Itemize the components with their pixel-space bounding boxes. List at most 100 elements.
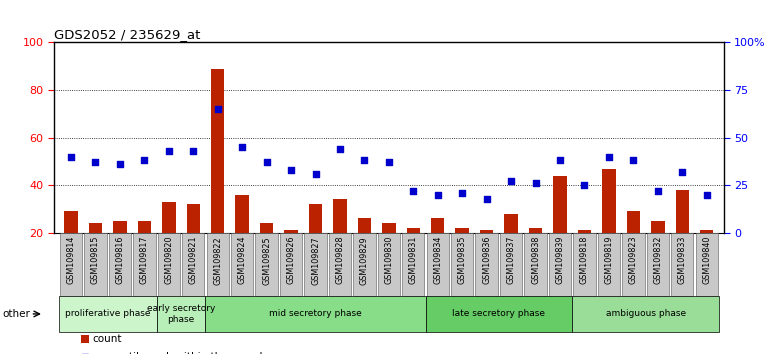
Bar bbox=[158, 233, 180, 296]
Bar bbox=[353, 233, 376, 296]
Text: ambiguous phase: ambiguous phase bbox=[605, 309, 685, 319]
Bar bbox=[524, 233, 547, 296]
Bar bbox=[627, 211, 640, 233]
Point bbox=[138, 158, 150, 163]
Bar bbox=[622, 233, 644, 296]
Bar bbox=[407, 228, 420, 233]
Point bbox=[358, 158, 370, 163]
Point bbox=[432, 192, 444, 198]
Point bbox=[554, 158, 566, 163]
Bar bbox=[695, 233, 718, 296]
Bar bbox=[260, 223, 273, 233]
Bar bbox=[162, 202, 176, 233]
Point bbox=[505, 178, 517, 184]
Point bbox=[628, 158, 640, 163]
Bar bbox=[402, 233, 424, 296]
Text: GSM109840: GSM109840 bbox=[702, 236, 711, 284]
Point bbox=[676, 169, 688, 175]
Point bbox=[530, 181, 542, 186]
Text: GSM109831: GSM109831 bbox=[409, 236, 418, 284]
Bar bbox=[81, 335, 89, 343]
Text: early secretory
phase: early secretory phase bbox=[147, 304, 216, 324]
Bar bbox=[333, 199, 347, 233]
Bar bbox=[426, 296, 572, 332]
Text: GSM109827: GSM109827 bbox=[311, 236, 320, 285]
Bar bbox=[598, 233, 620, 296]
Bar bbox=[64, 211, 78, 233]
Text: GSM109819: GSM109819 bbox=[604, 236, 614, 284]
Text: late secretory phase: late secretory phase bbox=[452, 309, 545, 319]
Point bbox=[480, 196, 493, 201]
Bar bbox=[206, 296, 426, 332]
Bar bbox=[480, 230, 494, 233]
Point bbox=[407, 188, 420, 194]
Bar bbox=[231, 233, 253, 296]
Bar bbox=[256, 233, 278, 296]
Bar bbox=[309, 204, 322, 233]
Bar bbox=[651, 221, 665, 233]
Text: percentile rank within the sample: percentile rank within the sample bbox=[92, 352, 269, 354]
Bar bbox=[529, 228, 542, 233]
Text: GSM109838: GSM109838 bbox=[531, 236, 540, 284]
Bar bbox=[156, 296, 206, 332]
Bar bbox=[549, 233, 571, 296]
Bar bbox=[504, 214, 517, 233]
Point bbox=[187, 148, 199, 154]
Text: GSM109814: GSM109814 bbox=[66, 236, 75, 284]
Bar bbox=[378, 233, 400, 296]
Point bbox=[578, 182, 591, 188]
Text: GSM109824: GSM109824 bbox=[238, 236, 246, 284]
Bar bbox=[182, 233, 204, 296]
Text: GDS2052 / 235629_at: GDS2052 / 235629_at bbox=[54, 28, 200, 41]
Bar bbox=[211, 69, 224, 233]
Bar bbox=[280, 233, 302, 296]
Text: GSM109837: GSM109837 bbox=[507, 236, 516, 284]
Text: GSM109825: GSM109825 bbox=[262, 236, 271, 285]
Text: GSM109834: GSM109834 bbox=[434, 236, 442, 284]
Text: GSM109821: GSM109821 bbox=[189, 236, 198, 284]
Point bbox=[310, 171, 322, 177]
Point bbox=[114, 161, 126, 167]
Point bbox=[456, 190, 468, 196]
Bar bbox=[60, 233, 82, 296]
Bar bbox=[456, 228, 469, 233]
Point bbox=[236, 144, 248, 150]
Text: GSM109832: GSM109832 bbox=[653, 236, 662, 284]
Text: GSM109815: GSM109815 bbox=[91, 236, 100, 284]
Point bbox=[260, 160, 273, 165]
Bar bbox=[84, 233, 106, 296]
Point bbox=[89, 160, 102, 165]
Text: other: other bbox=[2, 309, 31, 319]
Bar bbox=[675, 190, 689, 233]
Bar bbox=[89, 223, 102, 233]
Point bbox=[651, 188, 664, 194]
Text: GSM109818: GSM109818 bbox=[580, 236, 589, 284]
Bar bbox=[451, 233, 474, 296]
Text: GSM109826: GSM109826 bbox=[286, 236, 296, 284]
Bar bbox=[427, 233, 449, 296]
Bar bbox=[109, 233, 131, 296]
Bar bbox=[578, 230, 591, 233]
Bar bbox=[358, 218, 371, 233]
Point bbox=[162, 148, 175, 154]
Text: mid secretory phase: mid secretory phase bbox=[270, 309, 362, 319]
Text: GSM109820: GSM109820 bbox=[164, 236, 173, 284]
Bar bbox=[186, 204, 200, 233]
Bar bbox=[133, 233, 156, 296]
Text: GSM109833: GSM109833 bbox=[678, 236, 687, 284]
Bar bbox=[647, 233, 669, 296]
Bar bbox=[602, 169, 615, 233]
Point bbox=[333, 146, 346, 152]
Bar bbox=[382, 223, 396, 233]
Bar bbox=[431, 218, 444, 233]
Text: GSM109839: GSM109839 bbox=[555, 236, 564, 284]
Text: GSM109828: GSM109828 bbox=[336, 236, 344, 284]
Text: GSM109817: GSM109817 bbox=[140, 236, 149, 284]
Text: GSM109830: GSM109830 bbox=[384, 236, 393, 284]
Point bbox=[65, 154, 77, 159]
Text: GSM109816: GSM109816 bbox=[116, 236, 125, 284]
Text: GSM109822: GSM109822 bbox=[213, 236, 223, 285]
Point bbox=[603, 154, 615, 159]
Point bbox=[383, 160, 395, 165]
Bar bbox=[476, 233, 498, 296]
